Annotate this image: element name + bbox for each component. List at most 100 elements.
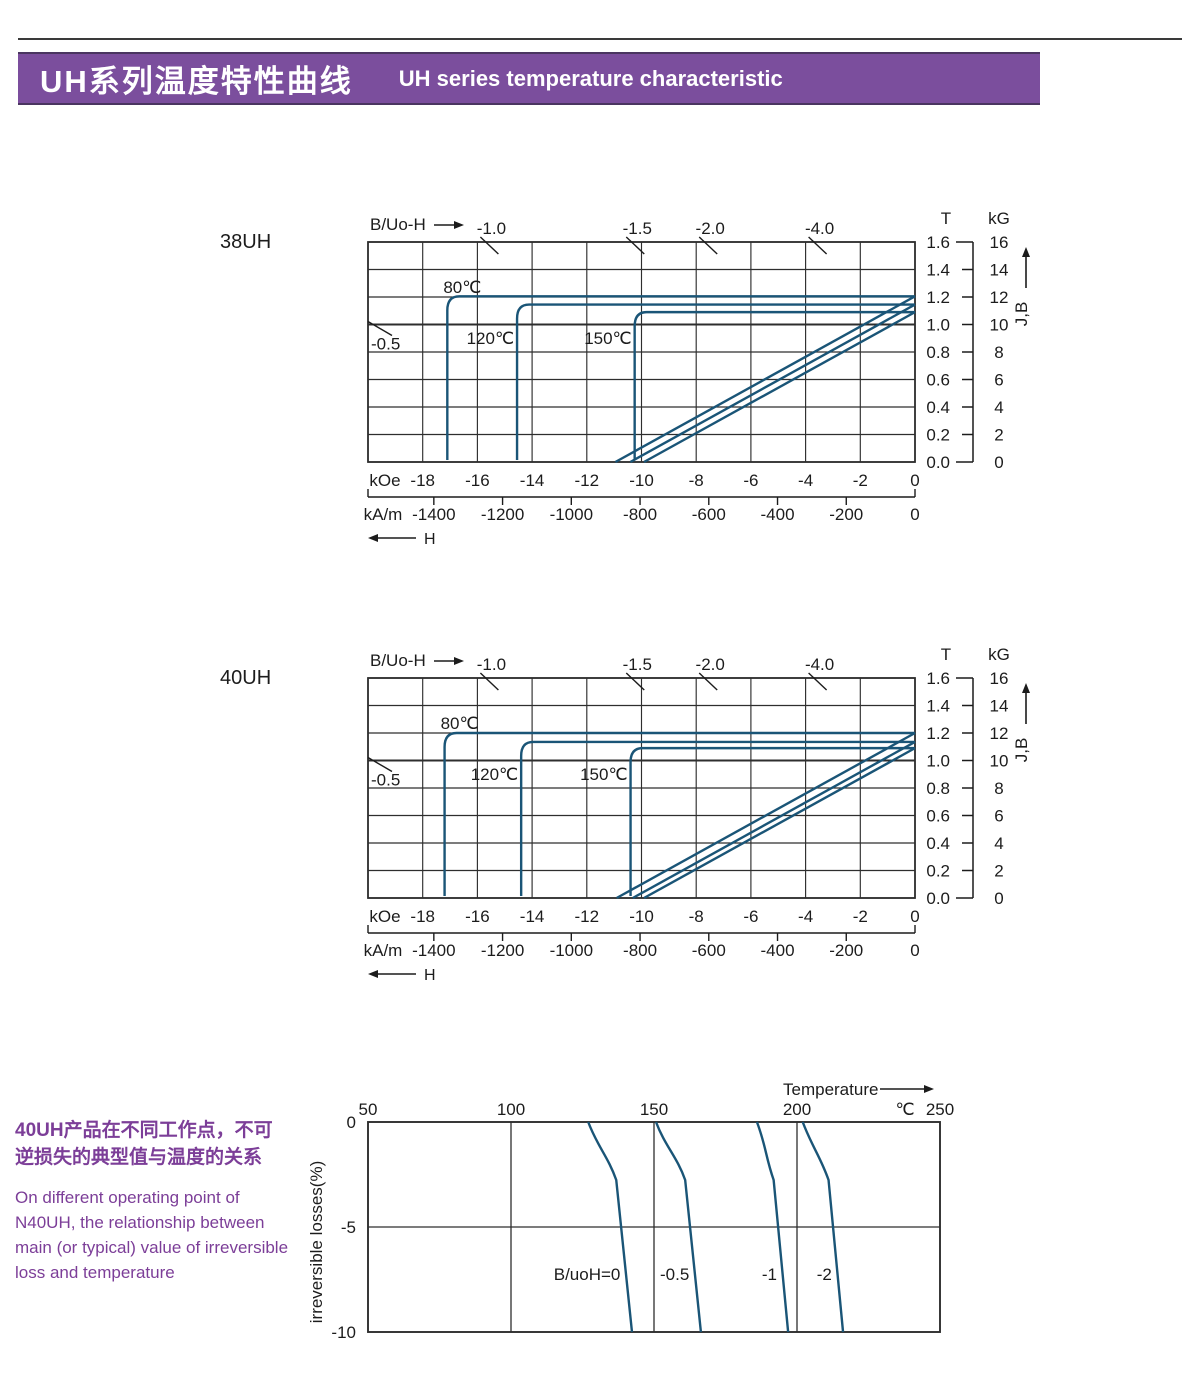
label: 0.4 [926,834,950,853]
label: 150 [640,1100,668,1119]
load-line-tick [808,236,828,255]
page-title-en: UH series temperature characteristic [398,65,783,91]
load-line-tick [625,236,645,255]
grid [367,241,916,463]
label: -1400 [412,941,455,960]
label: 12 [990,724,1009,743]
note-en-line2: N40UH, the relationship between [15,1213,265,1232]
label: Temperature [783,1080,878,1099]
label: -0.5 [371,335,400,354]
label: -18 [410,471,435,490]
label: 1.4 [926,261,950,280]
label: 120℃ [467,329,514,348]
label: 0 [910,907,919,926]
label: 16 [990,233,1009,252]
load-line-tick [479,236,499,255]
label: -1.5 [623,655,652,674]
label: ℃ [895,1100,914,1119]
page-title-zh: UH系列温度特性曲线 [40,64,353,99]
b-line-80℃ [614,295,916,464]
label: 0 [910,471,919,490]
label: kA/m [364,941,403,960]
label: kOe [369,907,400,926]
label: -6 [743,471,758,490]
load-line-tick [367,756,393,773]
label: 0 [994,889,1003,908]
label: -18 [410,907,435,926]
label: 4 [994,398,1003,417]
label: -8 [689,471,704,490]
label: 100 [497,1100,525,1119]
b-line-120℃ [632,740,916,900]
label: 10 [990,316,1009,335]
note-en-line3: main (or typical) value of irreversible [15,1238,289,1257]
label: -600 [692,505,726,524]
label: 80℃ [443,278,481,297]
loss-curve--2 [801,1121,845,1333]
label: 200 [783,1100,811,1119]
b-line-80℃ [616,731,916,900]
label: -4 [798,907,813,926]
label: H [424,967,436,984]
label: -600 [692,941,726,960]
plot-frame [367,1121,941,1333]
label: -1400 [412,505,455,524]
load-line-tick [698,672,718,691]
label: -8 [689,907,704,926]
label: -10 [629,907,654,926]
label: 0.8 [926,343,950,362]
label: -16 [465,471,490,490]
label: T [941,645,951,664]
note-block: 40UH产品在不同工作点，不可 逆损失的典型值与温度的关系 On differe… [15,1117,325,1285]
label: 0.6 [926,807,950,826]
label: 2 [994,862,1003,881]
T-kG-bracket [956,241,974,463]
label: 1.4 [926,697,950,716]
j-curve-150℃ [629,746,915,896]
label: -6 [743,907,758,926]
label: -10 [629,471,654,490]
label: -4.0 [805,655,834,674]
label: H [424,531,436,548]
label: kG [988,209,1010,228]
note-zh: 40UH产品在不同工作点，不可 逆损失的典型值与温度的关系 [15,1117,325,1171]
label: -1.5 [623,219,652,238]
label: 6 [994,371,1003,390]
label: 0.8 [926,779,950,798]
note-en-line1: On different operating point of [15,1188,240,1207]
label: 0 [910,505,919,524]
label: 8 [994,343,1003,362]
label: -400 [761,941,795,960]
label: -400 [761,505,795,524]
load-line-tick [698,236,718,255]
label: 4 [994,834,1003,853]
label: -1 [762,1265,777,1284]
label: -14 [520,907,545,926]
label: 150℃ [580,765,627,784]
b-line-150℃ [643,747,916,900]
label: 250 [926,1100,954,1119]
label: 0.0 [926,889,950,908]
label: -1000 [550,941,593,960]
label: -16 [465,907,490,926]
label: -1200 [481,941,524,960]
label: -2 [853,471,868,490]
j-curve-120℃ [519,740,915,896]
label: 0 [910,941,919,960]
label: -14 [520,471,545,490]
label: 0.4 [926,398,950,417]
label: 2 [994,426,1003,445]
label: kOe [369,471,400,490]
label: -1.0 [477,655,506,674]
label: -1000 [550,505,593,524]
label: 0.2 [926,426,950,445]
label: 1.6 [926,669,950,688]
label: 12 [990,288,1009,307]
note-zh-line1: 40UH产品在不同工作点，不可 [15,1120,273,1141]
note-zh-line2: 逆损失的典型值与温度的关系 [15,1147,263,1168]
note-en: On different operating point of N40UH, t… [15,1185,325,1285]
j-curve-80℃ [443,731,915,896]
label: kG [988,645,1010,664]
demag-chart-38uh: 80℃ 120℃ 150℃ B/Uo-H -1.0 -1.5 -2.0 -4.0 -0.5 kOe… [364,209,1031,548]
